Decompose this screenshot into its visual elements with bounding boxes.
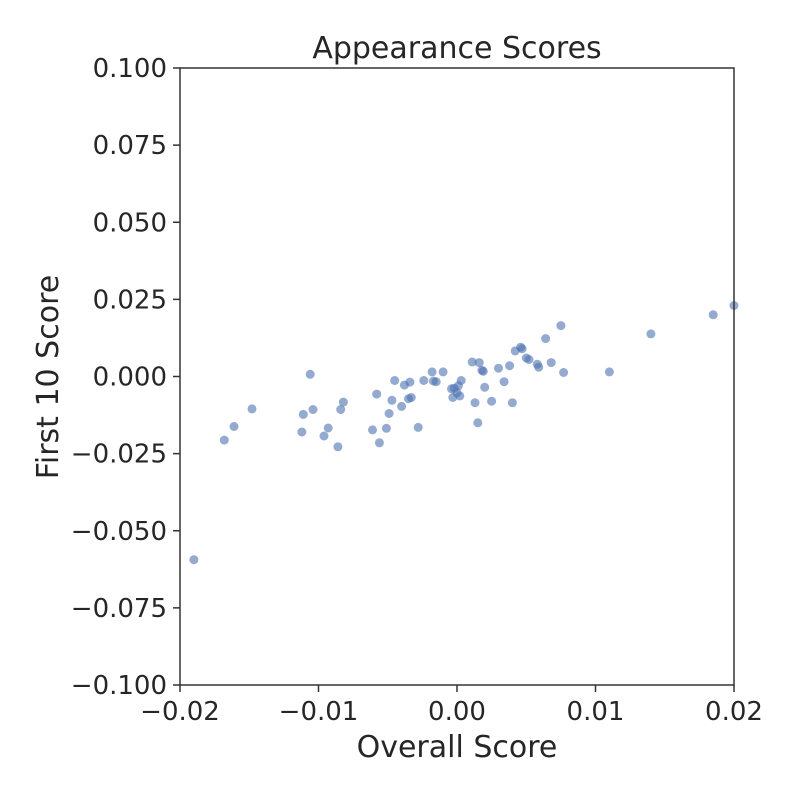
data-point (517, 344, 527, 354)
y-tick-label: 0.050 (93, 208, 167, 238)
x-tick-label: 0.00 (428, 697, 486, 727)
y-tick-label: 0.100 (93, 54, 167, 84)
data-point (308, 405, 318, 414)
data-point (381, 423, 391, 433)
x-axis: −0.02 −0.01 0.00 0.01 0.02 (140, 685, 763, 727)
data-point (384, 409, 394, 418)
data-point (431, 377, 441, 387)
data-point (438, 367, 448, 377)
data-point (559, 368, 569, 377)
data-point (556, 321, 566, 331)
data-point (338, 397, 348, 407)
y-tick-label: −0.025 (71, 440, 167, 470)
data-point (387, 395, 397, 405)
data-point (524, 355, 534, 364)
y-tick-label: 0.075 (93, 131, 167, 161)
data-point (505, 361, 515, 371)
data-point (473, 418, 483, 428)
data-point (390, 376, 400, 385)
data-point (507, 398, 517, 408)
x-axis-label: Overall Score (357, 730, 558, 765)
data-point (336, 405, 346, 414)
data-point (219, 435, 229, 445)
y-tick-label: 0.000 (93, 363, 167, 393)
x-tick-label: −0.01 (279, 697, 359, 727)
data-point (406, 393, 416, 402)
x-tick-label: 0.01 (567, 697, 625, 727)
chart-title: Appearance Scores (312, 31, 601, 66)
data-point (487, 396, 497, 406)
data-point (646, 329, 656, 339)
data-point (499, 377, 509, 387)
data-point (474, 358, 484, 368)
data-point (708, 310, 718, 320)
data-point (405, 377, 415, 387)
points-layer (189, 301, 739, 565)
data-point (419, 376, 429, 385)
data-point (372, 389, 382, 399)
data-point (470, 398, 480, 408)
data-point (305, 369, 315, 379)
data-point (534, 362, 544, 372)
data-point (541, 334, 551, 344)
y-tick-label: −0.100 (71, 671, 167, 701)
data-point (247, 404, 257, 414)
plot-frame (179, 67, 735, 686)
data-point (323, 423, 333, 433)
data-point (467, 357, 477, 367)
data-point (333, 442, 343, 452)
data-point (494, 363, 503, 373)
data-point (298, 409, 308, 419)
y-axis: −0.100 −0.075 −0.050 −0.025 0.000 0.025 0.050 0… (71, 54, 180, 701)
y-axis-label: First 10 Score (31, 275, 66, 479)
data-point (397, 401, 407, 411)
y-tick-label: 0.025 (93, 285, 167, 315)
data-point (189, 555, 199, 565)
data-point (297, 427, 307, 437)
data-point (427, 367, 437, 377)
data-point (604, 367, 614, 377)
data-point (319, 431, 329, 441)
data-point (413, 422, 423, 432)
data-point (456, 376, 466, 385)
data-point (368, 425, 377, 435)
data-point (374, 438, 384, 448)
data-point (546, 358, 556, 368)
x-tick-label: 0.02 (705, 697, 763, 727)
data-point (455, 391, 465, 401)
y-tick-label: −0.075 (71, 594, 167, 624)
y-tick-label: −0.050 (71, 517, 167, 547)
x-tick-label: −0.02 (140, 697, 220, 727)
data-point (480, 382, 490, 392)
data-point (229, 422, 239, 431)
data-point (478, 366, 488, 376)
